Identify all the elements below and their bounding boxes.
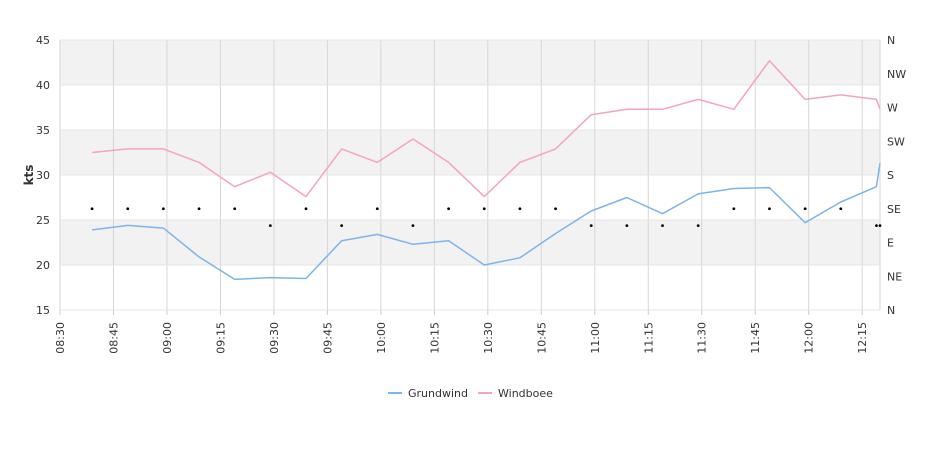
series-line-windboee[interactable] [92, 59, 881, 198]
direction-marker [554, 207, 557, 211]
series-line-grundwind[interactable] [92, 163, 881, 281]
direction-marker [268, 224, 272, 228]
plot-band [60, 220, 880, 265]
direction-tick-label: E [887, 237, 894, 250]
x-tick-label: 09:00 [161, 322, 174, 354]
direction-marker [482, 207, 486, 211]
direction-marker [625, 224, 629, 228]
plot-band [60, 40, 880, 85]
x-tick-label: 09:15 [214, 322, 227, 354]
y-tick-label: 15 [36, 304, 50, 317]
direction-marker [589, 224, 593, 228]
y-tick-label: 40 [36, 79, 50, 92]
x-axis-ticks: 08:30 08:45 09:00 09:15 09:30 09:45 10:00 10:15… [54, 310, 869, 354]
direction-marker [161, 207, 165, 211]
x-tick-label: 11:15 [642, 322, 655, 354]
x-tick-label: 12:15 [856, 322, 869, 354]
direction-tick-label: W [887, 102, 898, 115]
x-tick-label: 12:00 [803, 322, 816, 354]
direction-tick-label: N [887, 34, 895, 47]
x-tick-label: 08:45 [107, 322, 120, 354]
direction-marker [233, 207, 237, 211]
direction-marker [661, 224, 664, 228]
direction-marker [803, 207, 807, 211]
direction-marker [90, 207, 94, 211]
y-tick-label: 20 [36, 259, 50, 272]
direction-marker [304, 207, 308, 211]
x-tick-label: 10:45 [535, 322, 548, 354]
legend-item-windboee[interactable]: Windboee [478, 387, 553, 400]
y-axis-ticks: 15 20 25 30 35 40 45 [36, 34, 50, 317]
direction-marker [732, 207, 736, 211]
legend-label: Grundwind [408, 387, 468, 400]
x-tick-label: 09:45 [321, 322, 334, 354]
direction-marker [126, 207, 130, 211]
x-tick-label: 11:30 [696, 322, 709, 354]
legend[interactable]: Grundwind Windboee [388, 387, 553, 400]
legend-label: Windboee [498, 387, 553, 400]
direction-marker [875, 224, 878, 228]
direction-marker [411, 224, 415, 228]
direction-tick-label: NW [887, 68, 906, 81]
direction-tick-label: NE [887, 270, 902, 283]
series-lines [92, 59, 881, 281]
y-tick-label: 30 [36, 169, 50, 182]
x-tick-label: 08:30 [54, 322, 67, 354]
direction-tick-label: S [887, 169, 894, 182]
direction-axis-ticks: N NE E SE S SW W NW N [887, 34, 906, 317]
x-tick-label: 11:00 [589, 322, 602, 354]
x-tick-label: 10:00 [375, 322, 388, 354]
y-tick-label: 25 [36, 214, 50, 227]
direction-marker [340, 224, 344, 228]
y-tick-label: 45 [36, 34, 50, 47]
grid-lines [59, 39, 881, 311]
y-axis-title: kts [22, 165, 36, 186]
legend-item-grundwind[interactable]: Grundwind [388, 387, 468, 400]
direction-marker [768, 207, 771, 211]
direction-marker [878, 224, 882, 228]
direction-marker [696, 224, 700, 228]
direction-marker [447, 207, 451, 211]
direction-marker [839, 207, 843, 211]
direction-marker [197, 207, 201, 211]
y-tick-label: 35 [36, 124, 50, 137]
plot-band [60, 130, 880, 175]
direction-tick-label: SW [887, 135, 905, 148]
x-tick-label: 10:15 [428, 322, 441, 354]
x-tick-label: 11:45 [749, 322, 762, 354]
direction-tick-label: SE [887, 203, 901, 216]
direction-marker [375, 207, 379, 211]
direction-tick-label: N [887, 304, 895, 317]
direction-marker [518, 207, 522, 211]
direction-markers [90, 207, 882, 228]
x-tick-label: 10:30 [482, 322, 495, 354]
x-tick-label: 09:30 [268, 322, 281, 354]
